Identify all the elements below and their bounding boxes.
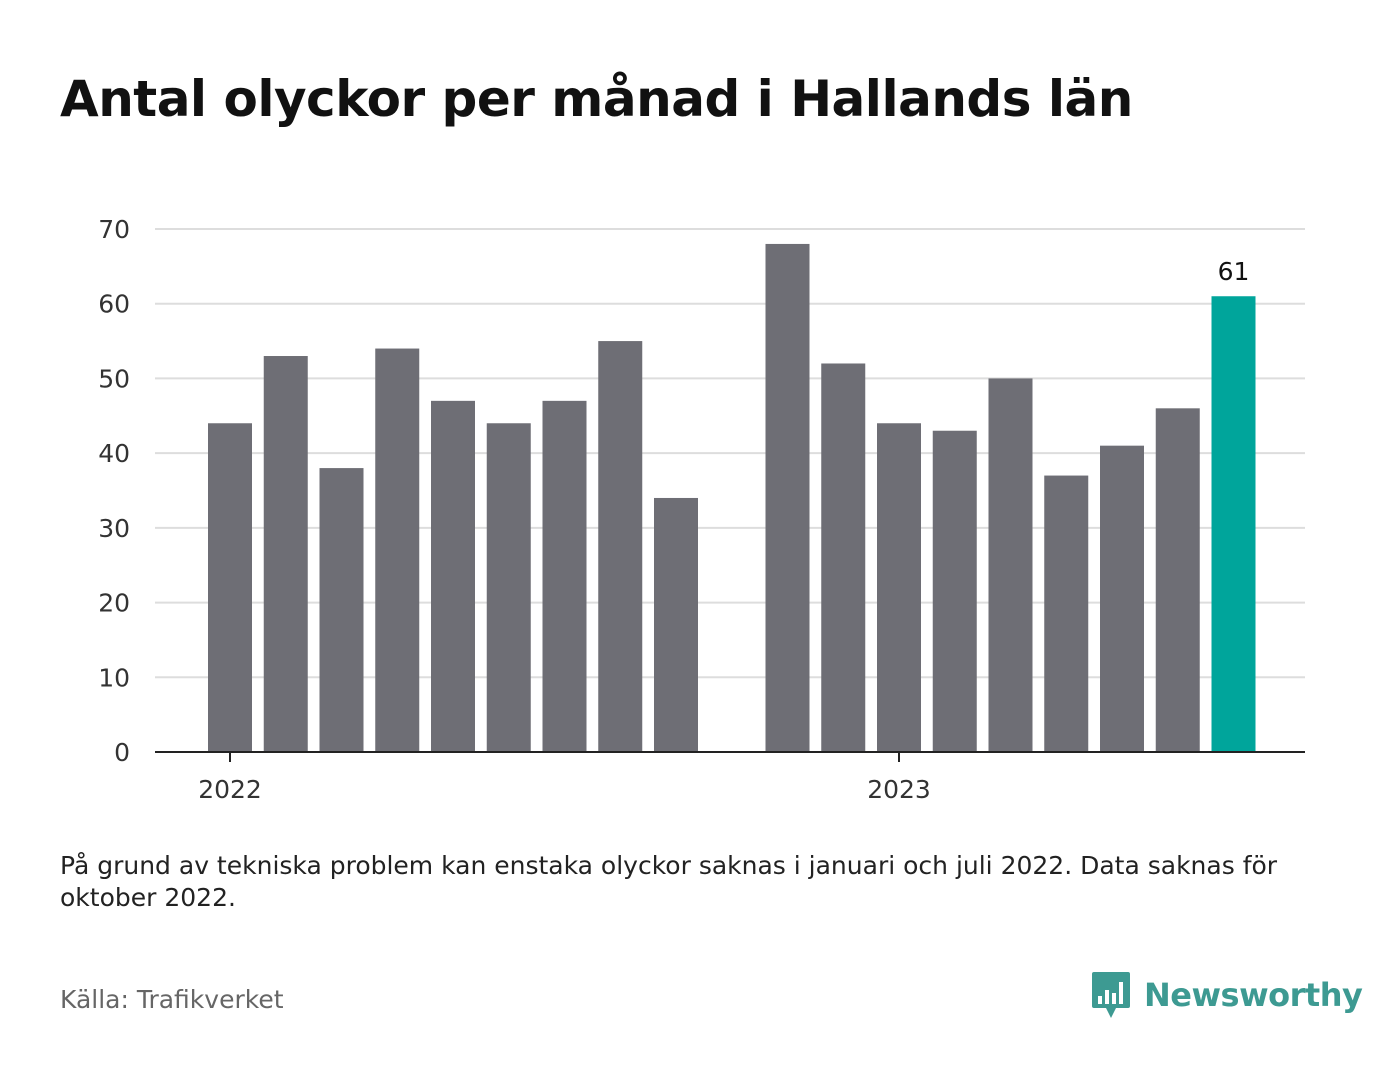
brand-name: Newsworthy (1144, 976, 1363, 1014)
y-tick-label: 70 (98, 215, 130, 244)
bar-2023-06 (1155, 408, 1200, 752)
bar-2022-07 (542, 400, 587, 752)
y-tick-label: 30 (98, 514, 130, 543)
bars (208, 243, 1256, 752)
bar-2023-04 (1044, 475, 1089, 752)
y-tick-label: 20 (98, 589, 130, 618)
y-tick-label: 60 (98, 290, 130, 319)
bar-2023-07 (1211, 296, 1256, 752)
source-label: Källa: Trafikverket (60, 985, 284, 1014)
data-labels: 61 (1218, 257, 1250, 286)
bar-2023-02 (932, 430, 977, 752)
y-tick-label: 40 (98, 439, 130, 468)
data-label: 61 (1218, 257, 1250, 286)
bar-2022-11 (765, 243, 810, 752)
y-tick-label: 0 (114, 738, 130, 767)
chart-title: Antal olyckor per månad i Hallands län (60, 70, 1133, 128)
footnote: På grund av tekniska problem kan enstaka… (60, 851, 1278, 912)
bar-2022-09 (654, 497, 698, 752)
x-tick-label: 2022 (198, 775, 262, 804)
bar-chart-icon (1092, 972, 1130, 1018)
y-tick-label: 10 (98, 663, 130, 692)
bar-2022-03 (319, 468, 364, 752)
bar-2022-06 (486, 423, 531, 752)
bar-2023-05 (1100, 445, 1144, 752)
bar-2022-05 (431, 400, 475, 752)
x-axis-ticks: 2022 2023 (198, 752, 931, 804)
bar-2023-01 (877, 423, 921, 752)
bar-2022-01 (208, 423, 252, 752)
bar-2022-08 (598, 341, 643, 752)
bar-2022-04 (375, 348, 420, 752)
bar-2022-02 (263, 356, 308, 752)
bar-chart: 0 10 20 30 40 50 60 70 61 2022 2023 (98, 215, 1305, 804)
x-tick-label: 2023 (867, 775, 931, 804)
y-tick-label: 50 (98, 364, 130, 393)
bar-2022-12 (821, 363, 866, 752)
brand-logo: Newsworthy (1090, 970, 1363, 1020)
bar-2023-03 (988, 378, 1033, 752)
y-axis-tick-labels: 0 10 20 30 40 50 60 70 (98, 215, 130, 767)
